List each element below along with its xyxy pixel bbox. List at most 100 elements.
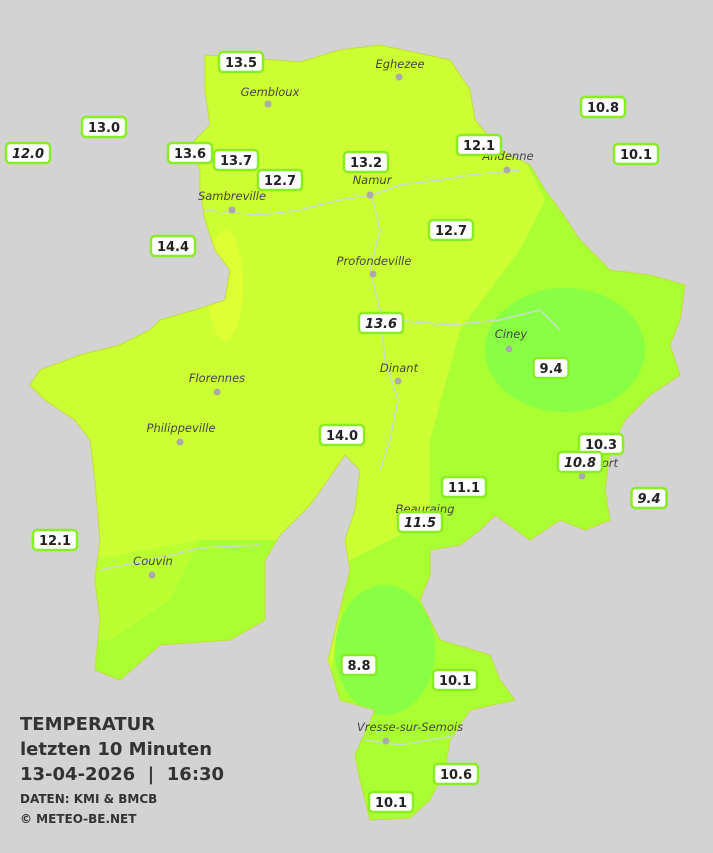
station: 10.1 [431, 668, 479, 692]
city-label: Namur [353, 173, 393, 187]
city-dot [213, 388, 221, 396]
station-value: 10.8 [587, 101, 619, 116]
city-dot [228, 206, 236, 214]
station-value: 13.5 [225, 56, 257, 71]
city-dot [395, 73, 403, 81]
zone-cool [485, 288, 645, 412]
city-dot [505, 345, 513, 353]
station-value: 10.3 [585, 438, 617, 453]
station-value: 9.4 [539, 362, 562, 377]
station: 13.7 [212, 148, 260, 172]
city-dot [394, 377, 402, 385]
copyright: © METEO-BE.NET [20, 812, 137, 826]
city-dot [176, 438, 184, 446]
station-box [396, 510, 444, 534]
station: 13.6 [166, 141, 214, 165]
station: 10.1 [612, 142, 660, 166]
station-value: 13.6 [365, 317, 397, 332]
city-label: Philippeville [147, 421, 216, 435]
station: 14.0 [318, 423, 366, 447]
station-value: 9.4 [637, 492, 660, 507]
station-value: 11.1 [448, 481, 480, 496]
cities: EghezeeGemblouxAndenneNamurSambrevillePr… [133, 57, 619, 745]
station-value: 14.0 [326, 429, 358, 444]
station: 12.1 [455, 133, 503, 157]
station-value: 14.4 [157, 240, 189, 255]
title: TEMPERATUR [20, 714, 155, 735]
station-value: 8.8 [347, 659, 370, 674]
zone-couvin [90, 540, 200, 640]
station: 10.8 [556, 450, 604, 474]
station-value: 13.0 [88, 121, 120, 136]
station-box [4, 141, 52, 165]
station: 10.6 [432, 762, 480, 786]
station-box [256, 168, 304, 192]
station: 10.3 [577, 432, 625, 456]
station-value: 12.0 [12, 147, 44, 162]
station: 14.4 [149, 234, 197, 258]
source: DATEN: KMI & BMCB [20, 792, 157, 806]
city-dot [578, 472, 586, 480]
city-label: Ciney [495, 327, 528, 341]
station-value: 10.1 [439, 674, 471, 689]
station-value: 11.5 [404, 516, 436, 531]
city-label: Couvin [133, 554, 173, 568]
station-box [318, 423, 366, 447]
city-dot [382, 737, 390, 745]
station-box [556, 450, 604, 474]
station-box [579, 95, 627, 119]
station-box [357, 311, 405, 335]
station-box [431, 668, 479, 692]
timestamp: 13-04-2026 | 16:30 [20, 764, 224, 785]
station-box [217, 50, 265, 74]
station-box [630, 486, 668, 510]
city-dot [369, 270, 377, 278]
station: 13.5 [217, 50, 265, 74]
station-box [340, 653, 378, 677]
city-label: Sambreville [198, 189, 266, 203]
station-value: 12.7 [264, 174, 296, 189]
station: 10.1 [367, 790, 415, 814]
station: 8.8 [340, 653, 378, 677]
station: 12.7 [427, 218, 475, 242]
station: 9.4 [532, 356, 570, 380]
station-box [31, 528, 79, 552]
station-box [342, 150, 390, 174]
station-value: 12.1 [463, 139, 495, 154]
station-value: 10.6 [440, 768, 472, 783]
station-box [80, 115, 128, 139]
station-value: 10.8 [564, 456, 596, 471]
station: 11.1 [440, 475, 488, 499]
stations: 13.5 13.0 12.0 13.6 13.7 12.7 13.2 12.1 10.8 10.1… [4, 50, 668, 814]
station-box [367, 790, 415, 814]
station: 11.5 [396, 510, 444, 534]
station-value: 13.7 [220, 154, 252, 169]
city-dot [264, 100, 272, 108]
city-dot [366, 191, 374, 199]
city-label: Florennes [189, 371, 245, 385]
station: 12.7 [256, 168, 304, 192]
station-value: 12.7 [435, 224, 467, 239]
station: 13.2 [342, 150, 390, 174]
station: 10.8 [579, 95, 627, 119]
station-box [432, 762, 480, 786]
zone-cool [335, 585, 435, 715]
city-label: Eghezee [375, 57, 424, 71]
station-value: 13.6 [174, 147, 206, 162]
station-value: 13.2 [350, 156, 382, 171]
station: 13.6 [357, 311, 405, 335]
city-label: Profondeville [337, 254, 412, 268]
station-box [612, 142, 660, 166]
station-box [532, 356, 570, 380]
city-dot [503, 166, 511, 174]
station-box [149, 234, 197, 258]
station: 12.1 [31, 528, 79, 552]
station-box [455, 133, 503, 157]
station: 9.4 [630, 486, 668, 510]
city-label: Vresse-sur-Semois [357, 720, 463, 734]
station-box [166, 141, 214, 165]
station-value: 10.1 [375, 796, 407, 811]
station: 13.0 [80, 115, 128, 139]
city-dot [148, 571, 156, 579]
